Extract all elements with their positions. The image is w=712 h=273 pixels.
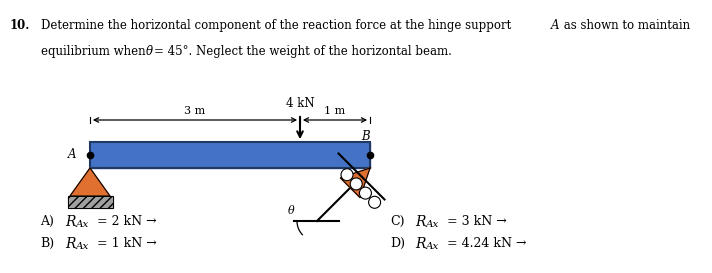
Text: = 3 kN →: = 3 kN → (443, 215, 507, 228)
Text: C): C) (390, 215, 404, 228)
Text: = 1 kN →: = 1 kN → (93, 237, 157, 250)
Text: R: R (415, 237, 426, 251)
Text: A: A (551, 19, 560, 32)
Bar (68, 196, 112, 208)
Text: θ: θ (288, 206, 294, 216)
Text: Ax: Ax (76, 220, 90, 229)
Text: B: B (361, 130, 370, 143)
Text: = 4.24 kN →: = 4.24 kN → (443, 237, 526, 250)
Text: 3 m: 3 m (184, 106, 206, 116)
Text: as shown to maintain: as shown to maintain (560, 19, 691, 32)
Text: 1 m: 1 m (325, 106, 345, 116)
Text: 10.: 10. (10, 19, 31, 32)
Text: D): D) (390, 237, 405, 250)
Text: A: A (68, 149, 76, 162)
Text: A): A) (40, 215, 54, 228)
Text: = 2 kN →: = 2 kN → (93, 215, 157, 228)
Polygon shape (340, 168, 370, 198)
Text: R: R (65, 215, 75, 229)
Text: Ax: Ax (76, 242, 90, 251)
Text: equilibrium when: equilibrium when (41, 45, 149, 58)
Text: B): B) (40, 237, 54, 250)
Bar (68, 196, 112, 208)
Text: Ax: Ax (426, 220, 439, 229)
Polygon shape (70, 168, 110, 196)
Text: 4 kN: 4 kN (286, 97, 314, 110)
Circle shape (360, 187, 372, 199)
Circle shape (369, 196, 381, 208)
Bar (90, 142, 370, 168)
Text: θ: θ (146, 45, 153, 58)
Text: Determine the horizontal component of the reaction force at the hinge support: Determine the horizontal component of th… (41, 19, 515, 32)
Text: Ax: Ax (426, 242, 439, 251)
Text: R: R (65, 237, 75, 251)
Bar (90, 142, 370, 168)
Text: R: R (415, 215, 426, 229)
Circle shape (350, 178, 362, 190)
Circle shape (341, 169, 353, 181)
Text: = 45°. Neglect the weight of the horizontal beam.: = 45°. Neglect the weight of the horizon… (154, 45, 451, 58)
